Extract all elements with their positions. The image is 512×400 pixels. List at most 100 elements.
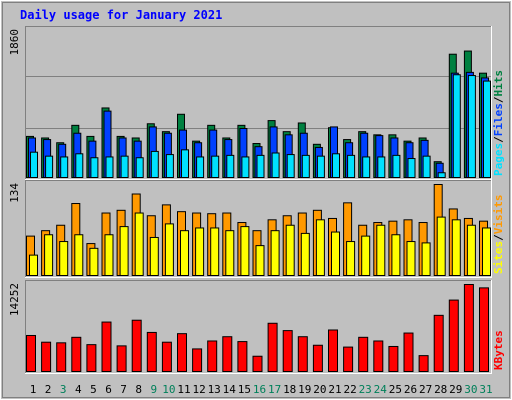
bar-sites-17: [270, 230, 280, 277]
bar-pages-12: [196, 156, 205, 179]
legend-separator: /: [492, 136, 505, 143]
day-label-24: 24: [374, 383, 388, 396]
legend-1: Pages/Files/Hits: [492, 70, 505, 176]
bar-sites-31: [482, 227, 491, 277]
bar-sites-7: [119, 226, 129, 276]
bar-pages-10: [165, 154, 174, 178]
bar-sites-12: [195, 227, 205, 277]
ymax-label-2: 134: [8, 183, 21, 203]
legend-files: Files: [492, 103, 505, 136]
day-label-3: 3: [60, 383, 67, 396]
legend-separator: /: [492, 234, 505, 241]
legend-pages: Pages: [492, 143, 505, 176]
bar-sites-21: [331, 231, 340, 276]
legend-2: Sites/Visits: [492, 195, 505, 275]
bar-kbytes-8: [131, 319, 142, 373]
bar-kbytes-28: [433, 314, 444, 372]
bar-pages-21: [332, 153, 340, 179]
bar-pages-27: [422, 155, 431, 178]
legend-separator: /: [492, 96, 505, 103]
bar-kbytes-14: [222, 336, 233, 373]
legend-visits: Visits: [492, 195, 505, 235]
bar-pages-15: [241, 156, 250, 179]
bar-kbytes-3: [56, 342, 67, 373]
bar-kbytes-10: [161, 341, 172, 373]
bar-sites-6: [104, 234, 114, 277]
bar-pages-14: [226, 154, 235, 179]
bar-sites-10: [164, 223, 174, 276]
bar-kbytes-1: [26, 334, 36, 373]
chart-title: Daily usage for January 2021: [20, 8, 222, 22]
legend-kbytes: KBytes: [492, 330, 505, 370]
bar-pages-9: [150, 150, 159, 179]
bar-sites-18: [285, 224, 295, 276]
bar-sites-25: [391, 234, 401, 277]
bar-kbytes-7: [116, 345, 127, 372]
bar-kbytes-17: [267, 322, 278, 372]
bar-sites-8: [134, 212, 144, 276]
bar-kbytes-24: [373, 340, 384, 372]
bar-sites-30: [466, 224, 476, 276]
bar-sites-28: [436, 216, 446, 276]
legend-3: KBytes: [492, 330, 505, 370]
bar-kbytes-29: [448, 299, 459, 372]
bar-pages-5: [90, 157, 99, 178]
bar-pages-6: [105, 156, 114, 179]
bar-kbytes-22: [343, 346, 354, 372]
day-label-31: 31: [479, 383, 492, 396]
day-label-13: 13: [208, 383, 221, 396]
bar-sites-13: [210, 227, 220, 277]
bar-pages-17: [271, 152, 280, 178]
bar-kbytes-21: [328, 329, 338, 373]
day-label-25: 25: [389, 383, 402, 396]
bar-kbytes-31: [479, 287, 489, 372]
bar-sites-22: [346, 241, 356, 276]
bar-sites-26: [406, 241, 416, 276]
day-label-10: 10: [162, 383, 175, 396]
bar-kbytes-16: [252, 355, 263, 372]
bar-kbytes-5: [86, 344, 97, 373]
day-label-19: 19: [298, 383, 311, 396]
day-label-12: 12: [192, 383, 205, 396]
day-label-20: 20: [313, 383, 326, 396]
bar-pages-1: [30, 151, 38, 178]
day-label-23: 23: [359, 383, 372, 396]
bar-kbytes-18: [282, 330, 293, 372]
bar-pages-20: [316, 155, 325, 178]
bar-sites-3: [59, 241, 69, 276]
day-label-2: 2: [45, 383, 52, 396]
bar-kbytes-23: [358, 336, 369, 373]
bar-pages-4: [75, 153, 84, 179]
bar-kbytes-25: [388, 345, 399, 372]
day-label-29: 29: [449, 383, 462, 396]
bar-sites-11: [180, 230, 189, 277]
bar-pages-13: [211, 155, 220, 178]
bar-pages-26: [407, 158, 416, 178]
day-label-16: 16: [253, 383, 266, 396]
day-label-21: 21: [328, 383, 341, 396]
day-label-1: 1: [30, 383, 37, 396]
bar-sites-20: [315, 219, 325, 276]
bar-sites-1: [29, 254, 38, 276]
bar-kbytes-2: [41, 341, 52, 373]
bar-pages-30: [467, 75, 476, 178]
bar-sites-2: [44, 234, 54, 277]
bar-pages-19: [301, 154, 310, 179]
bar-pages-25: [392, 154, 401, 179]
bar-sites-27: [421, 242, 431, 276]
day-label-9: 9: [150, 383, 157, 396]
bar-sites-15: [240, 226, 250, 276]
bar-kbytes-19: [297, 336, 308, 373]
bar-sites-16: [255, 245, 265, 276]
bar-pages-23: [362, 156, 371, 179]
bar-kbytes-9: [146, 331, 157, 372]
bar-kbytes-27: [418, 355, 429, 372]
bar-pages-31: [483, 80, 491, 178]
bar-pages-11: [181, 149, 189, 179]
bar-pages-7: [120, 155, 129, 178]
bar-pages-16: [256, 154, 265, 179]
day-label-6: 6: [105, 383, 112, 396]
day-label-22: 22: [343, 383, 356, 396]
